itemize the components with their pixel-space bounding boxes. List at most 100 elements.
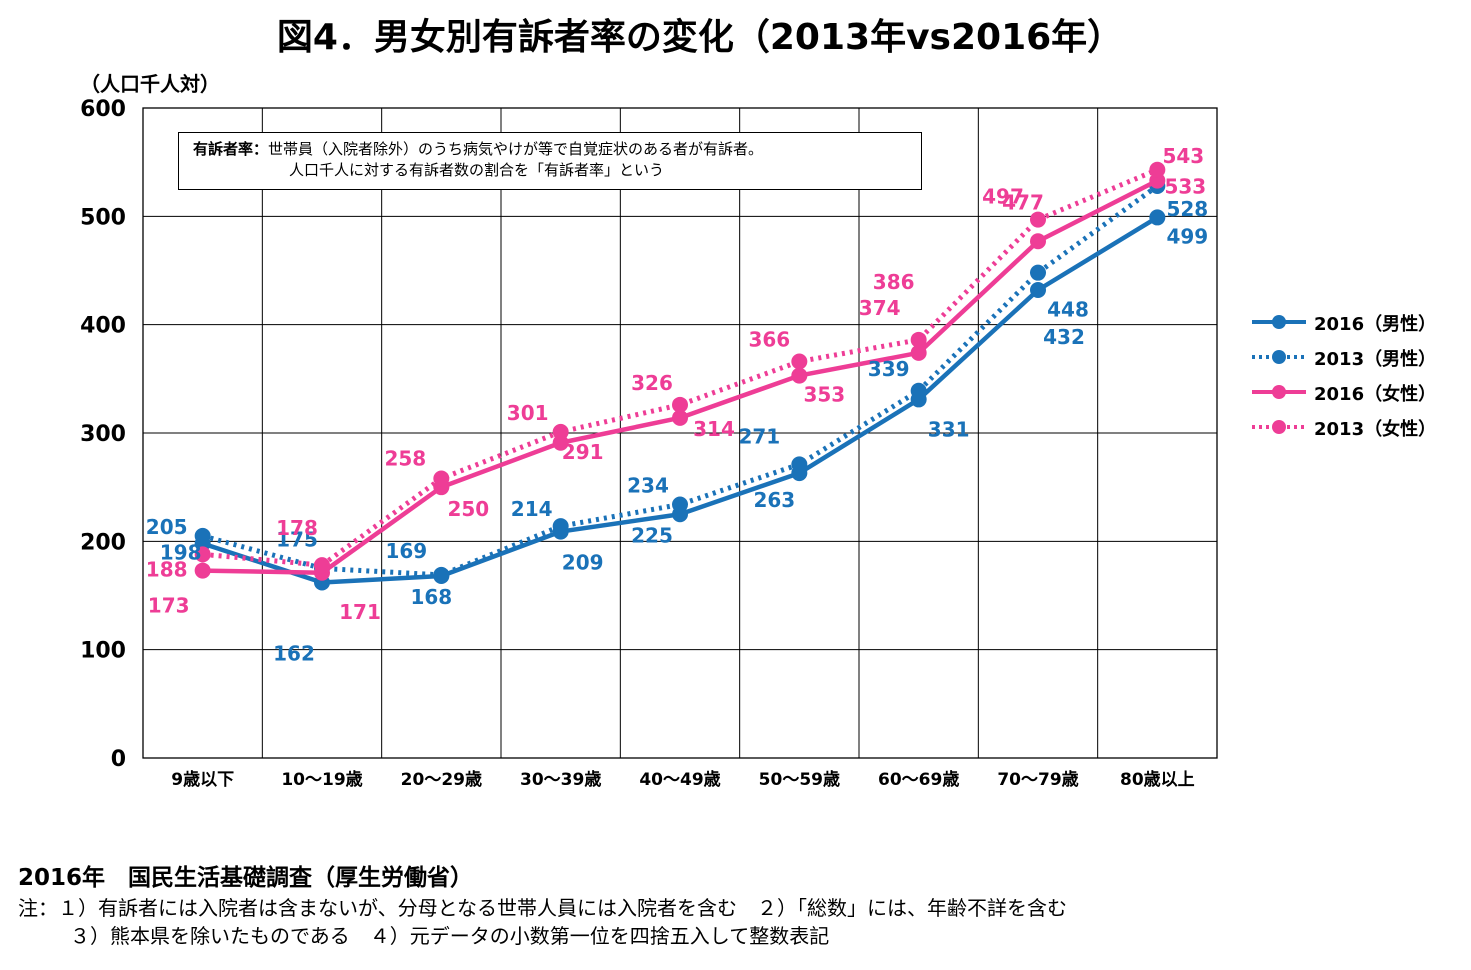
- footnotes: 注：１）有訴者には入院者は含まないが、分母となる世帯人員には入院者を含む ２）「…: [18, 894, 1067, 950]
- y-tick-label: 100: [80, 639, 126, 664]
- legend-label: 2016（女性）: [1314, 384, 1437, 405]
- footnote-line-2: ３）熊本県を除いたものである ４）元データの小数第一位を四捨五入して整数表記: [70, 924, 830, 948]
- data-point: [1030, 264, 1046, 281]
- y-tick-label: 0: [111, 747, 126, 772]
- data-label: 301: [507, 401, 549, 425]
- data-label: 339: [868, 357, 910, 381]
- data-label: 528: [1166, 197, 1208, 221]
- data-point: [791, 456, 808, 473]
- data-point: [910, 344, 927, 361]
- definition-box: 有訴者率：世帯員（入院者除外）のうち病気やけが等で自覚症状のある者が有訴者。 人…: [178, 132, 922, 190]
- data-point: [672, 409, 688, 426]
- chart-legend: 2016（男性） 2013（男性） 2016（女性） 2013（女性）: [1250, 306, 1460, 446]
- data-label: 374: [859, 296, 901, 320]
- data-label: 188: [146, 557, 188, 581]
- data-label: 326: [631, 371, 673, 395]
- data-label: 198: [160, 541, 202, 565]
- data-label: 205: [146, 515, 188, 539]
- x-tick-label: 80歳以上: [1120, 769, 1195, 790]
- data-label: 178: [276, 516, 318, 540]
- data-point: [1030, 233, 1046, 250]
- data-point: [672, 396, 688, 413]
- data-label: 175: [276, 527, 318, 551]
- source-citation: 2016年 国民生活基礎調査（厚生労働省）: [18, 865, 474, 891]
- data-label: 162: [273, 642, 315, 666]
- data-label: 432: [1043, 325, 1085, 349]
- definition-line-1: 世帯員（入院者除外）のうち病気やけが等で自覚症状のある者が有訴者。: [268, 140, 764, 158]
- legend-item-2016-male: 2016（男性）: [1250, 306, 1460, 341]
- x-tick-label: 9歳以下: [171, 769, 234, 790]
- data-label: 331: [928, 417, 970, 441]
- data-point: [433, 470, 450, 487]
- data-label: 543: [1162, 144, 1204, 168]
- data-point: [1149, 161, 1166, 178]
- data-point: [314, 557, 330, 574]
- x-tick-label: 10～19歳: [281, 769, 362, 790]
- data-label: 386: [873, 270, 915, 294]
- y-tick-label: 300: [80, 422, 126, 447]
- data-label: 271: [738, 424, 780, 448]
- legend-marker-2016-male: [1252, 315, 1306, 329]
- data-point: [194, 527, 211, 544]
- legend-item-2013-male: 2013（男性）: [1250, 341, 1460, 376]
- data-point: [194, 562, 211, 579]
- x-axis-ticks: 9歳以下 10～19歳 20～29歳 30～39歳 40～49歳 50～59歳 60～69歳…: [171, 769, 1194, 790]
- series-line: [202, 167, 1159, 568]
- data-point: [1030, 211, 1046, 228]
- data-point: [552, 423, 569, 440]
- data-point: [1030, 282, 1046, 298]
- data-point: [194, 546, 211, 563]
- chart-grid: [142, 107, 1218, 759]
- definition-label: 有訴者率：: [193, 140, 269, 158]
- x-tick-label: 50～59歳: [759, 769, 840, 790]
- data-label: 499: [1166, 224, 1208, 248]
- data-label: 291: [562, 440, 604, 464]
- data-point: [1149, 209, 1166, 226]
- chart-title: 図4．男女別有訴者率の変化（2013年vs2016年）: [276, 17, 1124, 58]
- data-point: [672, 496, 688, 513]
- data-label: 314: [693, 417, 735, 441]
- footnote-line-1: 注：１）有訴者には入院者は含まないが、分母となる世帯人員には入院者を含む ２）「…: [18, 896, 1067, 920]
- data-label: 234: [627, 474, 669, 498]
- x-tick-label: 30～39歳: [520, 769, 601, 790]
- data-point: [552, 518, 569, 535]
- legend-label: 2016（男性）: [1314, 314, 1437, 335]
- legend-marker-2013-male: [1252, 350, 1306, 364]
- legend-label: 2013（男性）: [1314, 349, 1437, 370]
- data-labels: 198 162 168 209 225 263 331 432 499 205 175 169 214 2…: [146, 144, 1208, 666]
- data-label: 171: [339, 600, 381, 624]
- data-label: 169: [385, 539, 427, 563]
- series-2013-male: [194, 178, 1166, 583]
- data-point: [910, 382, 927, 399]
- data-point: [433, 566, 450, 583]
- x-tick-label: 20～29歳: [401, 769, 482, 790]
- data-point: [791, 353, 808, 370]
- legend-item-2016-female: 2016（女性）: [1250, 376, 1460, 411]
- legend-marker-2013-female: [1252, 420, 1306, 434]
- data-label: 533: [1164, 175, 1206, 199]
- data-label: 258: [384, 447, 426, 471]
- y-tick-label: 500: [80, 205, 126, 230]
- y-tick-label: 600: [80, 97, 126, 122]
- data-label: 497: [982, 185, 1024, 209]
- data-label: 263: [753, 488, 795, 512]
- x-tick-label: 70～79歳: [997, 769, 1078, 790]
- chart-series: [194, 161, 1166, 591]
- legend-label: 2013（女性）: [1314, 419, 1437, 440]
- data-label: 353: [803, 383, 845, 407]
- y-axis-unit-label: （人口千人対）: [80, 72, 220, 96]
- data-point: [791, 367, 808, 384]
- data-point: [910, 331, 927, 348]
- data-label: 250: [447, 497, 489, 521]
- x-tick-label: 60～69歳: [878, 769, 959, 790]
- data-label: 477: [1002, 190, 1044, 214]
- legend-item-2013-female: 2013（女性）: [1250, 411, 1460, 446]
- legend-marker-2016-female: [1252, 385, 1306, 399]
- data-label: 366: [748, 328, 790, 352]
- data-label: 225: [631, 523, 673, 547]
- data-label: 448: [1047, 298, 1089, 322]
- data-label: 209: [562, 551, 604, 575]
- x-tick-label: 40～49歳: [639, 769, 720, 790]
- y-axis-ticks: 0 100 200 300 400 500 600: [80, 97, 126, 772]
